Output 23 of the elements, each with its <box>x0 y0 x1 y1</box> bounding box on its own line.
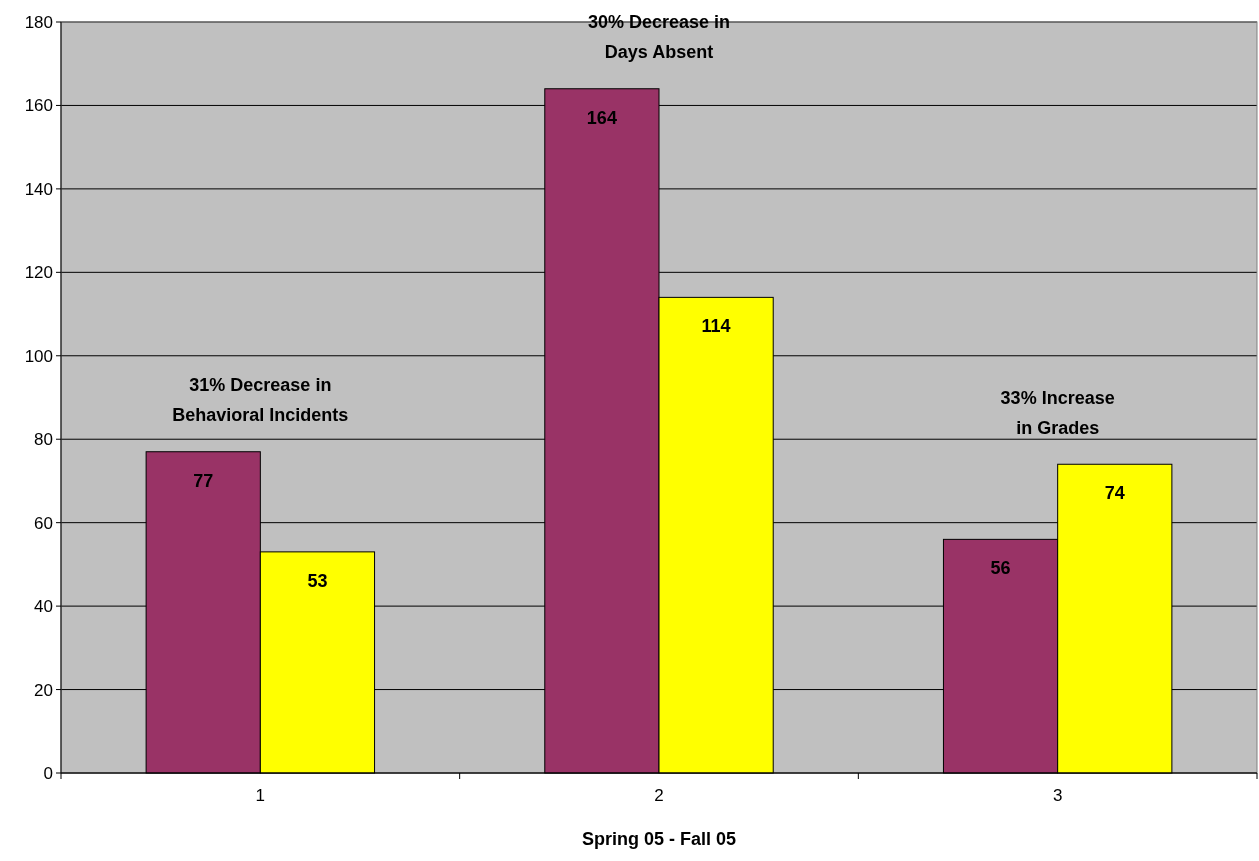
data-label: 77 <box>193 470 214 491</box>
data-label: 56 <box>990 558 1011 579</box>
y-tick-label: 120 <box>24 263 53 283</box>
y-tick-label: 180 <box>24 12 53 32</box>
y-tick-label: 140 <box>24 179 53 199</box>
data-label: 114 <box>701 316 731 337</box>
y-tick-label: 60 <box>34 513 53 533</box>
x-axis-title: Spring 05 - Fall 05 <box>581 829 737 849</box>
data-label: 164 <box>586 107 617 128</box>
y-tick-label: 80 <box>34 430 53 450</box>
y-tick-label: 20 <box>34 680 53 700</box>
annotation: 30% Decrease in Days Absent <box>587 12 731 63</box>
data-label: 74 <box>1104 483 1125 504</box>
y-tick-label: 0 <box>43 763 53 783</box>
x-tick-label: 1 <box>255 786 266 805</box>
y-tick-label: 40 <box>34 597 53 617</box>
data-label: 53 <box>307 570 328 591</box>
y-tick-label: 160 <box>24 96 53 116</box>
annotation: 33% Increase in Grades <box>1000 387 1115 438</box>
x-tick-label: 3 <box>1052 786 1063 805</box>
x-tick-label: 2 <box>654 786 664 805</box>
y-tick-label: 100 <box>24 346 53 366</box>
annotation: 31% Decrease in Behavioral Incidents <box>172 375 349 426</box>
